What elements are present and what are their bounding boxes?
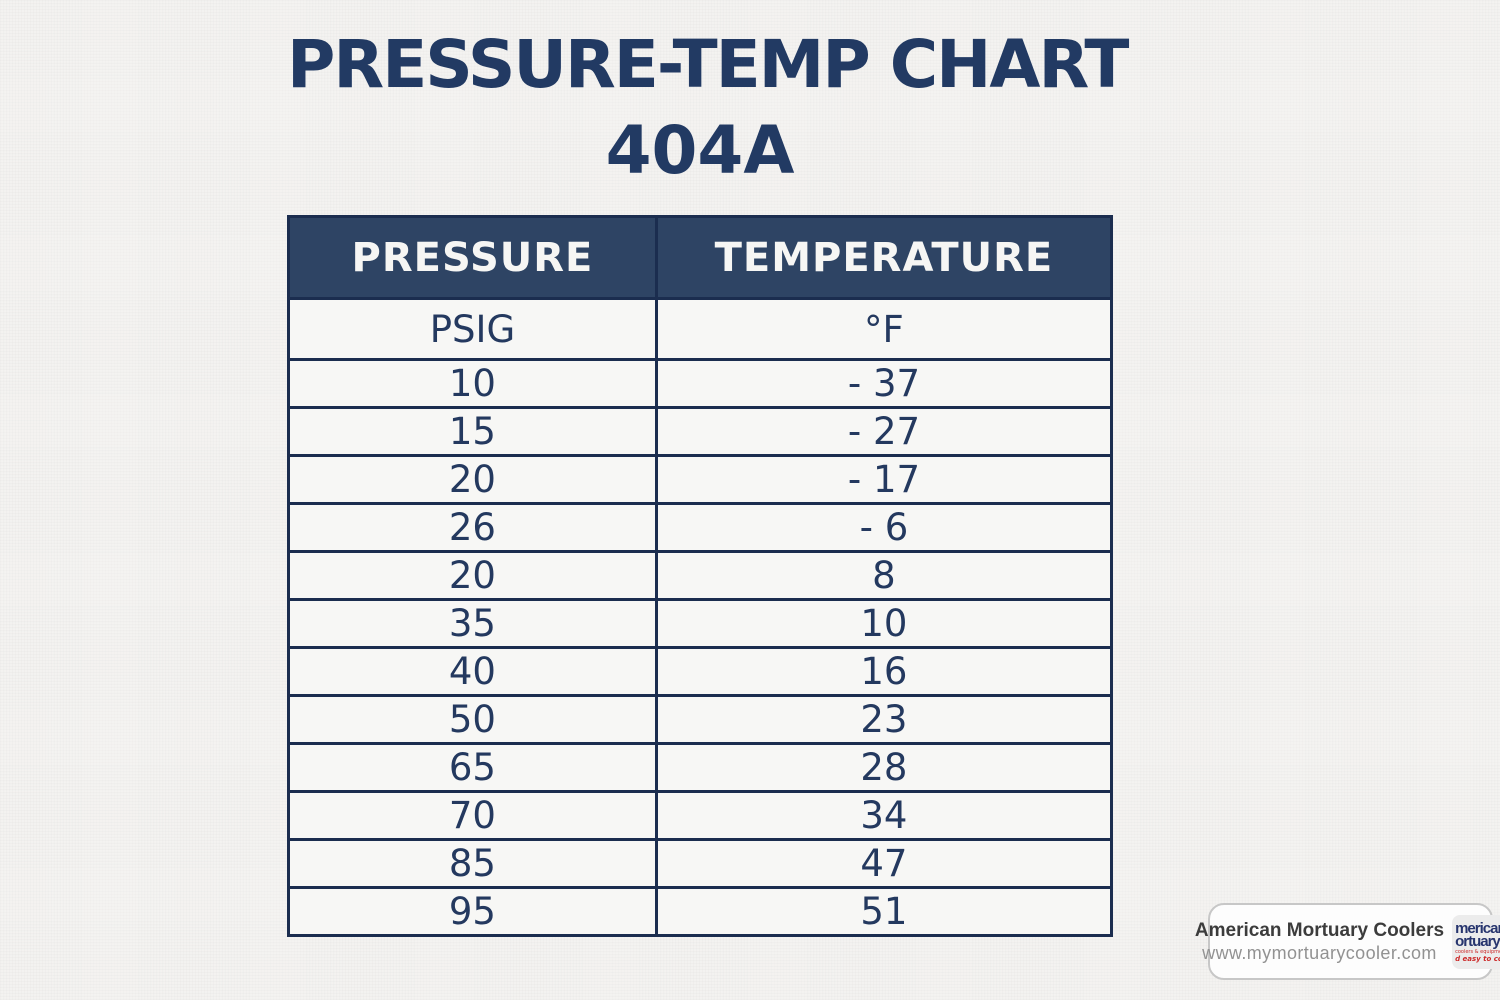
pressure-cell: 10 <box>287 358 658 409</box>
table-row: 10- 37 <box>287 358 1114 409</box>
unit-row: PSIG °F <box>287 297 1114 361</box>
temperature-cell: 10 <box>654 598 1114 649</box>
pressure-cell: 85 <box>287 838 658 889</box>
temperature-cell: - 6 <box>654 502 1114 553</box>
table-row: 50 23 <box>287 694 1114 745</box>
table-row: 20 8 <box>287 550 1114 601</box>
pressure-unit-cell: PSIG <box>287 297 658 361</box>
infographic-content: PRESSURE-TEMP CHART 404A PRESSURE TEMPER… <box>287 0 1129 937</box>
table-row: 26- 6 <box>287 502 1114 553</box>
brand-logo-text-line2: ortuary <box>1455 932 1500 950</box>
pressure-cell: 40 <box>287 646 658 697</box>
brand-logo: merican ortuary coolers & equipment d ea… <box>1452 914 1500 969</box>
temperature-cell: 47 <box>654 838 1114 889</box>
table-row: 95 51 <box>287 886 1114 937</box>
page-subtitle: 404A <box>605 112 795 189</box>
table-row: 20- 17 <box>287 454 1114 505</box>
pressure-cell: 65 <box>287 742 658 793</box>
temperature-cell: 28 <box>654 742 1114 793</box>
pressure-cell: 50 <box>287 694 658 745</box>
temperature-cell: - 27 <box>654 406 1114 457</box>
brand-logo-tagline-script: d easy to comply <box>1455 954 1500 963</box>
brand-name: American Mortuary Coolers <box>1194 919 1445 941</box>
temperature-cell: - 37 <box>654 358 1114 409</box>
temperature-cell: 8 <box>654 550 1114 601</box>
temperature-cell: - 17 <box>654 454 1114 505</box>
temperature-cell: 23 <box>654 694 1114 745</box>
brand-badge: American Mortuary Coolers www.mymortuary… <box>1195 903 1500 980</box>
table-row: 70 34 <box>287 790 1114 841</box>
table-row: 15- 27 <box>287 406 1114 457</box>
table-body: 10- 37 15- 27 20- 17 26- 6 20 8 35 10 40 16 50 23 65… <box>287 358 1114 937</box>
pressure-cell: 95 <box>287 886 658 937</box>
pressure-cell: 15 <box>287 406 658 457</box>
brand-text-block: American Mortuary Coolers www.mymortuary… <box>1195 919 1444 964</box>
pressure-cell: 70 <box>287 790 658 841</box>
temperature-column-header: TEMPERATURE <box>654 215 1114 300</box>
brand-logo-tagline-small: coolers & equipment <box>1455 948 1500 955</box>
temperature-cell: 51 <box>654 886 1114 937</box>
temperature-cell: 16 <box>654 646 1114 697</box>
table-header-row: PRESSURE TEMPERATURE <box>287 215 1114 300</box>
brand-logo-text-line1: merican <box>1455 919 1500 937</box>
pressure-cell: 20 <box>287 454 658 505</box>
table-row: 40 16 <box>287 646 1114 697</box>
temperature-unit-cell: °F <box>654 297 1114 361</box>
pressure-cell: 20 <box>287 550 658 601</box>
pressure-temp-table: PRESSURE TEMPERATURE PSIG °F 10- 37 15- 2… <box>287 215 1114 937</box>
brand-website: www.mymortuarycooler.com <box>1202 942 1437 963</box>
page-title: PRESSURE-TEMP CHART <box>287 26 1129 103</box>
temperature-cell: 34 <box>654 790 1114 841</box>
pressure-column-header: PRESSURE <box>287 215 658 300</box>
table-row: 85 47 <box>287 838 1114 889</box>
pressure-cell: 26 <box>287 502 658 553</box>
pressure-cell: 35 <box>287 598 658 649</box>
table-row: 65 28 <box>287 742 1114 793</box>
table-row: 35 10 <box>287 598 1114 649</box>
